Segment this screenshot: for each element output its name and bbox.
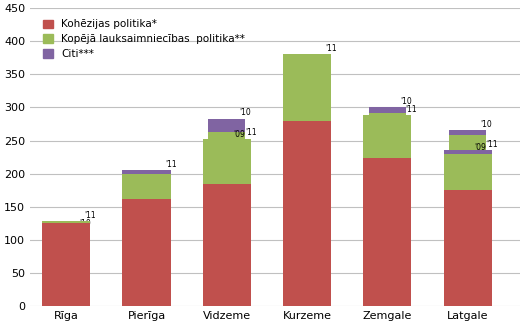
Text: '11: '11: [406, 105, 417, 114]
Text: '11: '11: [486, 140, 498, 149]
Bar: [455, 154, 481, 174]
Bar: [461, 280, 475, 291]
Bar: [380, 280, 395, 294]
Bar: [139, 287, 154, 306]
Text: '10: '10: [239, 108, 251, 117]
Bar: [209, 184, 245, 306]
Text: '10: '10: [320, 75, 332, 84]
Text: '08: '08: [469, 270, 481, 279]
Text: '08: '08: [68, 290, 79, 299]
Bar: [369, 108, 406, 113]
Text: '11: '11: [325, 44, 337, 53]
Bar: [375, 223, 400, 306]
Bar: [209, 132, 245, 184]
Bar: [214, 177, 239, 306]
Bar: [42, 223, 90, 306]
Bar: [300, 286, 314, 306]
Bar: [59, 303, 73, 306]
Bar: [128, 200, 165, 306]
Bar: [123, 174, 171, 199]
Bar: [283, 55, 331, 121]
Bar: [134, 243, 159, 306]
Bar: [444, 150, 492, 154]
Text: '11: '11: [165, 160, 177, 169]
Bar: [449, 130, 486, 135]
Text: '08: '08: [228, 247, 240, 256]
Text: '08: '08: [309, 253, 320, 262]
Bar: [380, 294, 395, 306]
Bar: [363, 115, 411, 158]
Text: '09: '09: [234, 130, 246, 139]
Bar: [48, 232, 85, 306]
Text: '10: '10: [480, 120, 492, 129]
Bar: [128, 198, 165, 200]
Bar: [42, 221, 90, 223]
Bar: [139, 280, 154, 287]
Bar: [369, 113, 406, 160]
Legend: Kohēzijas politika*, Kopējā lauksaimniecības  politika**, Citi***: Kohēzijas politika*, Kopējā lauksaimniec…: [40, 16, 248, 62]
Bar: [300, 263, 314, 286]
Bar: [214, 140, 239, 177]
Text: '08: '08: [389, 269, 400, 278]
Bar: [134, 227, 159, 243]
Bar: [203, 138, 251, 184]
Text: '09: '09: [154, 216, 166, 225]
Text: '10: '10: [159, 187, 171, 196]
Bar: [455, 174, 481, 306]
Bar: [283, 121, 331, 306]
Bar: [53, 261, 79, 306]
Text: '09: '09: [475, 143, 486, 152]
Bar: [59, 301, 73, 303]
Bar: [294, 213, 320, 306]
Bar: [289, 89, 325, 149]
Bar: [123, 199, 171, 306]
Bar: [444, 154, 492, 190]
Bar: [289, 149, 325, 306]
Bar: [220, 257, 234, 275]
Bar: [375, 190, 400, 193]
Bar: [220, 275, 234, 306]
Bar: [363, 158, 411, 306]
Text: '08: '08: [148, 269, 160, 278]
Text: '11: '11: [245, 128, 257, 137]
Bar: [369, 160, 406, 306]
Bar: [444, 190, 492, 306]
Text: '09: '09: [394, 180, 406, 189]
Bar: [461, 291, 475, 306]
Text: '09: '09: [314, 162, 326, 171]
Bar: [375, 193, 400, 223]
Bar: [289, 85, 325, 89]
Bar: [449, 135, 486, 165]
Bar: [123, 170, 171, 174]
Bar: [203, 184, 251, 306]
Text: '10: '10: [79, 219, 91, 228]
Bar: [209, 119, 245, 132]
Text: '10: '10: [400, 97, 412, 106]
Text: '09: '09: [73, 249, 85, 258]
Bar: [294, 172, 320, 213]
Bar: [449, 165, 486, 306]
Bar: [48, 229, 85, 232]
Text: '11: '11: [84, 211, 96, 220]
Bar: [53, 260, 79, 261]
